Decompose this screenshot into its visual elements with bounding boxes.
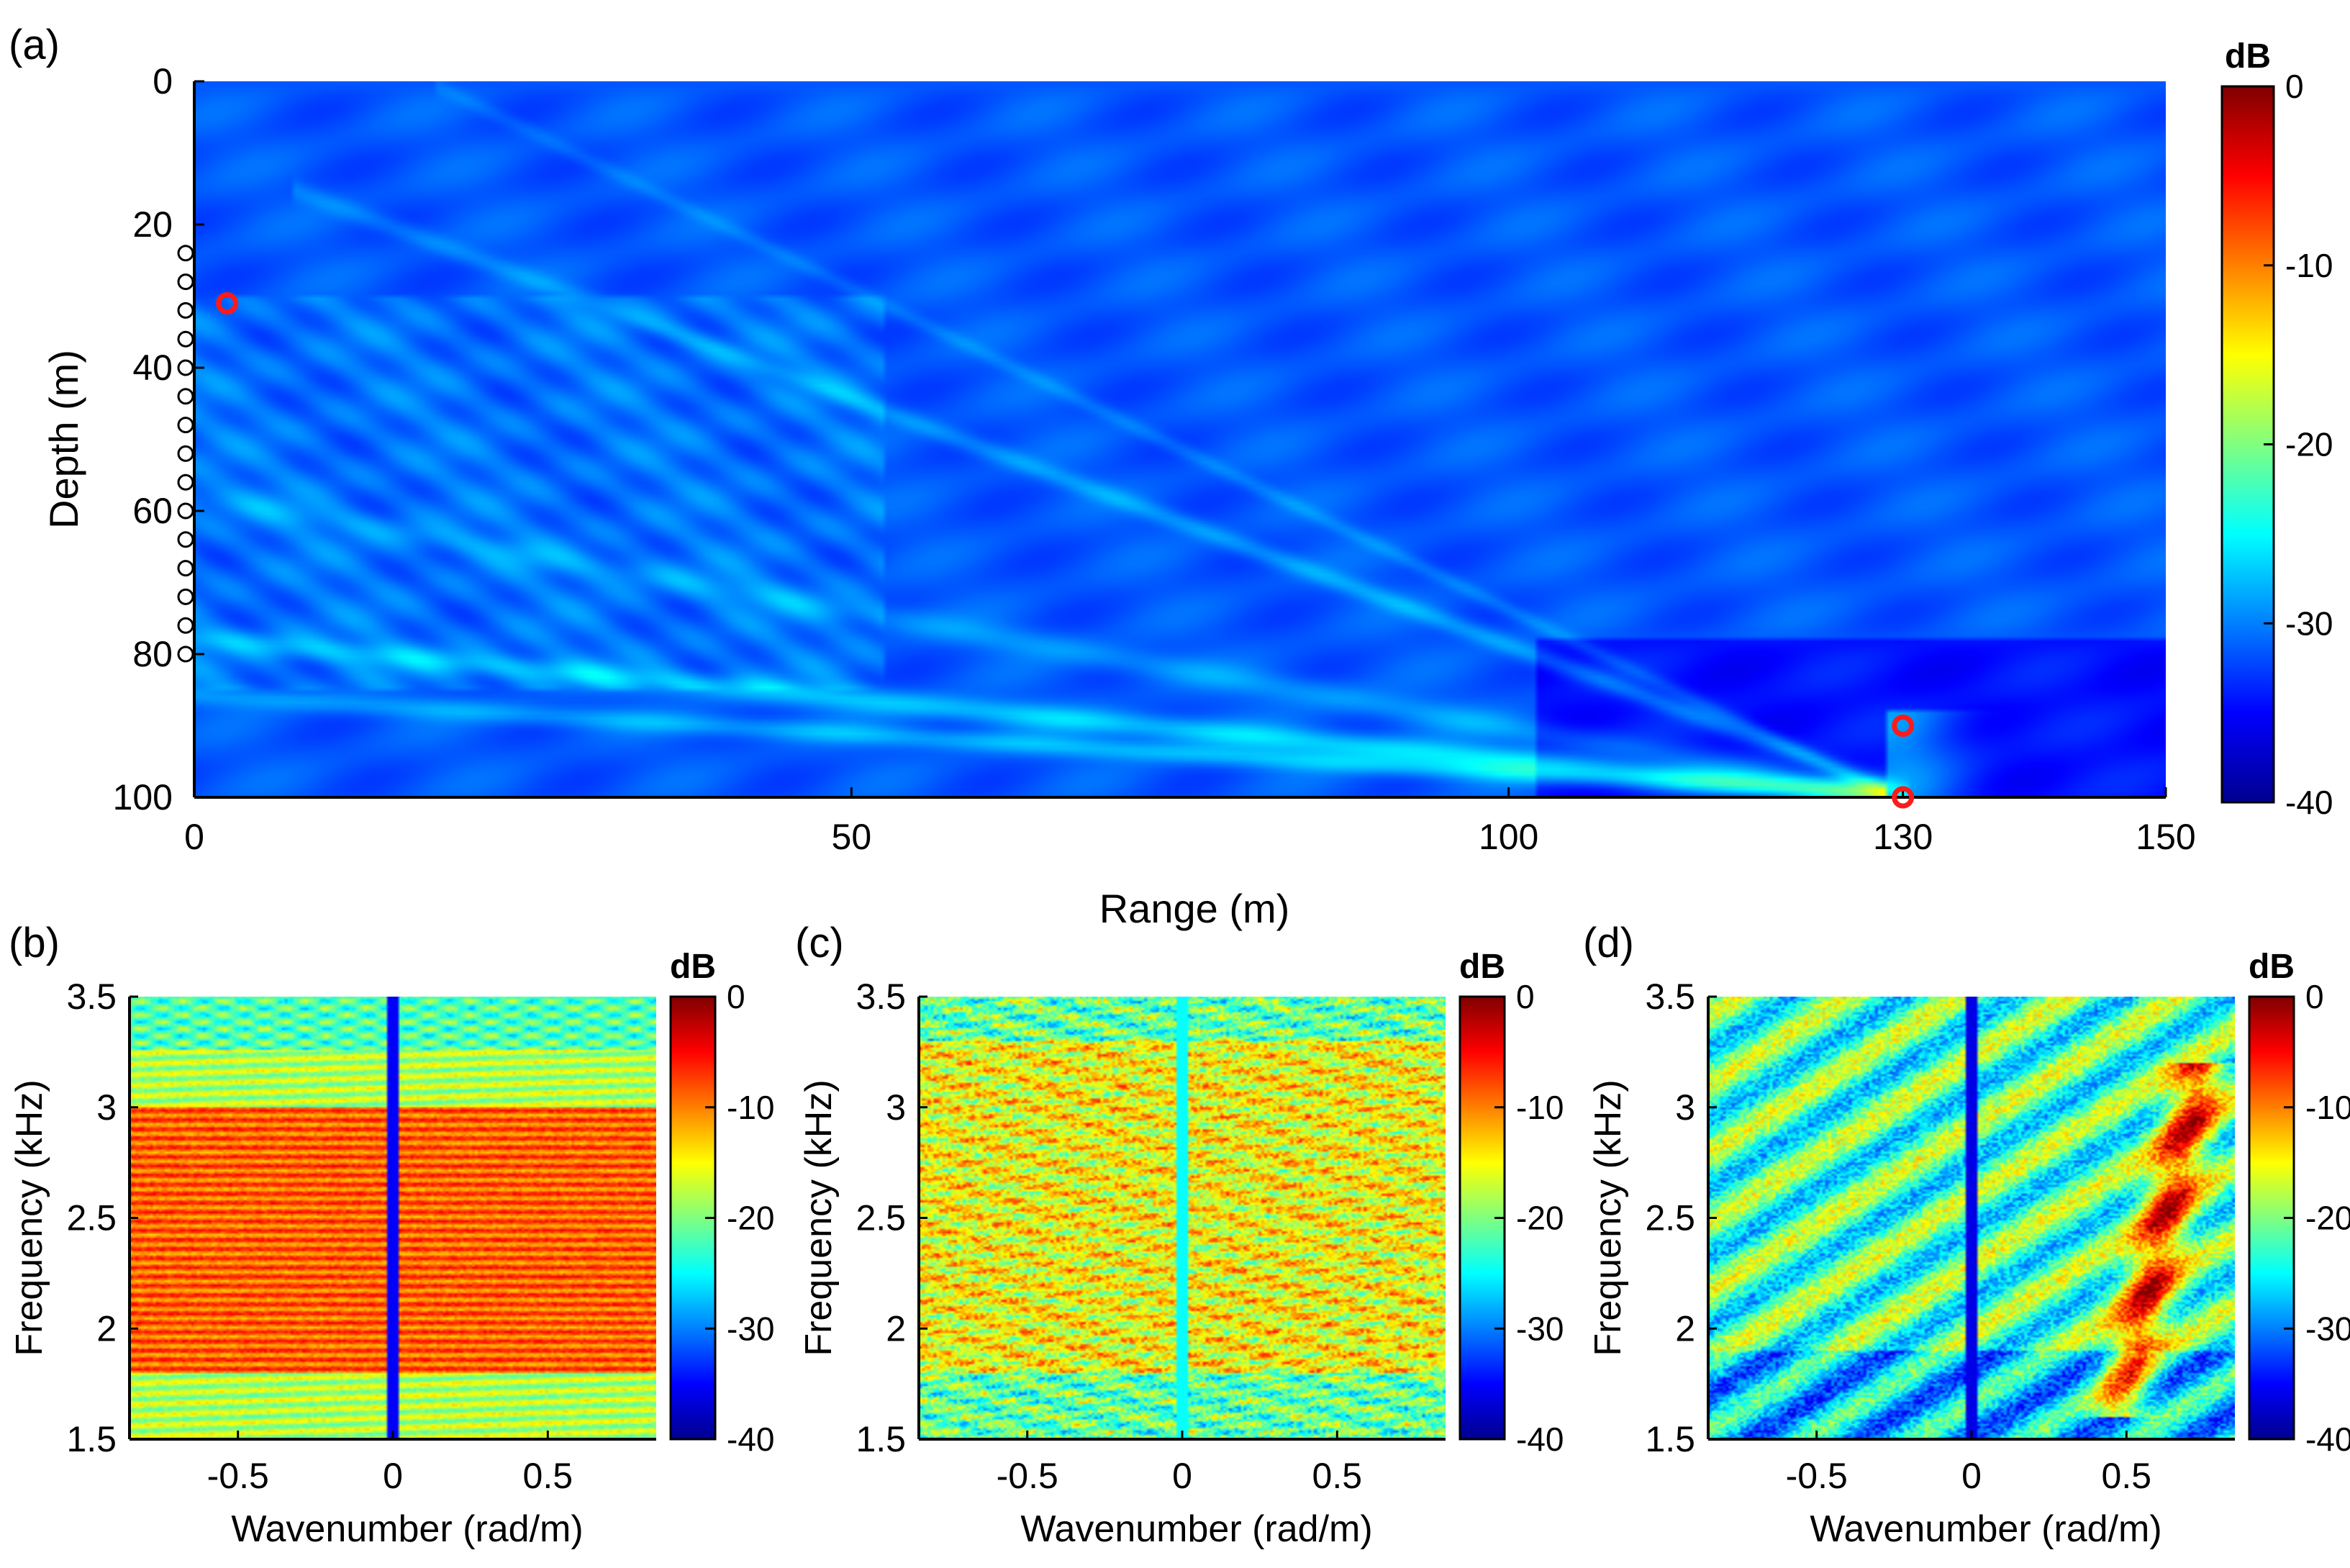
a-array-element: [177, 473, 194, 491]
a-y-tick-label: 0: [153, 61, 173, 101]
c-heatmap: [919, 997, 1446, 1439]
d-x-tick-label: 0: [1961, 1456, 1982, 1496]
a-array-element: [177, 560, 194, 577]
b-colorbar-tick-label: 0: [727, 978, 745, 1015]
d-colorbar-tick-label: 0: [2305, 978, 2324, 1015]
c-colorbar-tick-label: -10: [1516, 1089, 1564, 1126]
a-y-tick-label: 60: [132, 491, 173, 531]
a-colorbar-tick-label: -10: [2285, 247, 2333, 284]
a-colorbar-tick-label: -20: [2285, 426, 2333, 463]
d-x-tick-label: -0.5: [1786, 1456, 1848, 1496]
b-ylabel: Frequency (kHz): [9, 1079, 50, 1356]
c-colorbar-tick-label: -40: [1516, 1420, 1564, 1458]
d-colorbar-tick-label: -20: [2305, 1200, 2350, 1237]
a-x-tick-label: 130: [1873, 817, 1933, 857]
a-colorbar-title: dB: [2225, 37, 2271, 76]
b-y-tick-label: 2: [96, 1308, 117, 1349]
b-x-tick-label: 0: [383, 1456, 403, 1496]
a-array-element: [177, 531, 194, 548]
b-x-tick-label: -0.5: [207, 1456, 269, 1496]
d-colorbar-tick-label: -10: [2305, 1089, 2350, 1126]
b-colorbar-title: dB: [670, 948, 716, 986]
a-y-tick-label: 40: [132, 348, 173, 388]
c-y-tick-label: 2: [886, 1308, 906, 1349]
d-xlabel: Wavenumber (rad/m): [1810, 1508, 2161, 1550]
b-y-tick-label: 1.5: [66, 1419, 117, 1459]
a-array-element: [177, 302, 194, 319]
d-colorbar-tick-label: -40: [2305, 1420, 2350, 1458]
a-array-element: [177, 359, 194, 376]
d-y-tick-label: 2.5: [1645, 1198, 1695, 1238]
a-colorbar-tick-label: 0: [2285, 68, 2304, 105]
a-array-element: [177, 330, 194, 348]
c-colorbar-tick-label: -30: [1516, 1310, 1564, 1347]
a-array-element: [177, 617, 194, 634]
a-array-element: [177, 445, 194, 462]
d-panel-label: (d): [1583, 920, 1634, 966]
b-colorbar-tick-label: -30: [727, 1310, 774, 1347]
a-array-element: [177, 588, 194, 605]
a-marker: [1892, 715, 1915, 737]
a-x-tick-label: 150: [2136, 817, 2195, 857]
a-colorbar-tick-label: -30: [2285, 604, 2333, 642]
a-y-tick-label: 80: [132, 634, 173, 674]
c-y-tick-label: 3: [886, 1087, 906, 1128]
d-y-tick-label: 3.5: [1645, 976, 1695, 1017]
b-colorbar-tick-label: -40: [727, 1420, 774, 1458]
c-ylabel: Frequency (kHz): [798, 1079, 840, 1356]
a-array-element: [177, 273, 194, 291]
d-ylabel: Frequency (kHz): [1587, 1079, 1629, 1356]
b-xlabel: Wavenumber (rad/m): [231, 1508, 583, 1550]
a-array-element: [177, 417, 194, 434]
c-x-tick-label: 0.5: [1312, 1456, 1363, 1496]
b-y-tick-label: 3.5: [66, 976, 117, 1017]
a-array-element: [177, 645, 194, 663]
a-ylabel: Depth (m): [41, 350, 86, 529]
d-colorbar-title: dB: [2249, 948, 2295, 986]
a-x-tick-label: 50: [832, 817, 872, 857]
a-array-element: [177, 388, 194, 405]
a-y-tick-label: 100: [113, 777, 173, 817]
c-y-tick-label: 2.5: [856, 1198, 906, 1238]
b-panel-label: (b): [9, 920, 60, 966]
d-y-tick-label: 2: [1675, 1308, 1695, 1349]
b-heatmap: [130, 997, 656, 1439]
a-marker: [1892, 786, 1915, 809]
d-x-tick-label: 0.5: [2102, 1456, 2152, 1496]
c-x-tick-label: -0.5: [997, 1456, 1058, 1496]
a-heatmap: [194, 81, 2166, 797]
a-y-tick-label: 20: [132, 204, 173, 245]
b-y-tick-label: 3: [96, 1087, 117, 1128]
a-array-element: [177, 245, 194, 262]
a-xlabel: Range (m): [1099, 886, 1290, 931]
a-panel-label: (a): [9, 22, 60, 68]
b-colorbar-tick-label: -20: [727, 1200, 774, 1237]
c-y-tick-label: 1.5: [856, 1419, 906, 1459]
a-x-tick-label: 100: [1479, 817, 1538, 857]
b-colorbar-tick-label: -10: [727, 1089, 774, 1126]
a-array-element: [177, 502, 194, 520]
a-marker: [216, 291, 239, 314]
d-y-tick-label: 1.5: [1645, 1419, 1695, 1459]
c-xlabel: Wavenumber (rad/m): [1020, 1508, 1372, 1550]
c-colorbar-title: dB: [1459, 948, 1505, 986]
a-colorbar-tick-label: -40: [2285, 784, 2333, 821]
c-x-tick-label: 0: [1172, 1456, 1192, 1496]
d-colorbar-tick-label: -30: [2305, 1310, 2350, 1347]
a-x-tick-label: 0: [184, 817, 204, 857]
d-heatmap: [1708, 997, 2235, 1439]
b-y-tick-label: 2.5: [66, 1198, 117, 1238]
b-x-tick-label: 0.5: [523, 1456, 573, 1496]
c-panel-label: (c): [795, 920, 844, 966]
d-y-tick-label: 3: [1675, 1087, 1695, 1128]
c-colorbar-tick-label: -20: [1516, 1200, 1564, 1237]
c-y-tick-label: 3.5: [856, 976, 906, 1017]
c-colorbar-tick-label: 0: [1516, 978, 1535, 1015]
